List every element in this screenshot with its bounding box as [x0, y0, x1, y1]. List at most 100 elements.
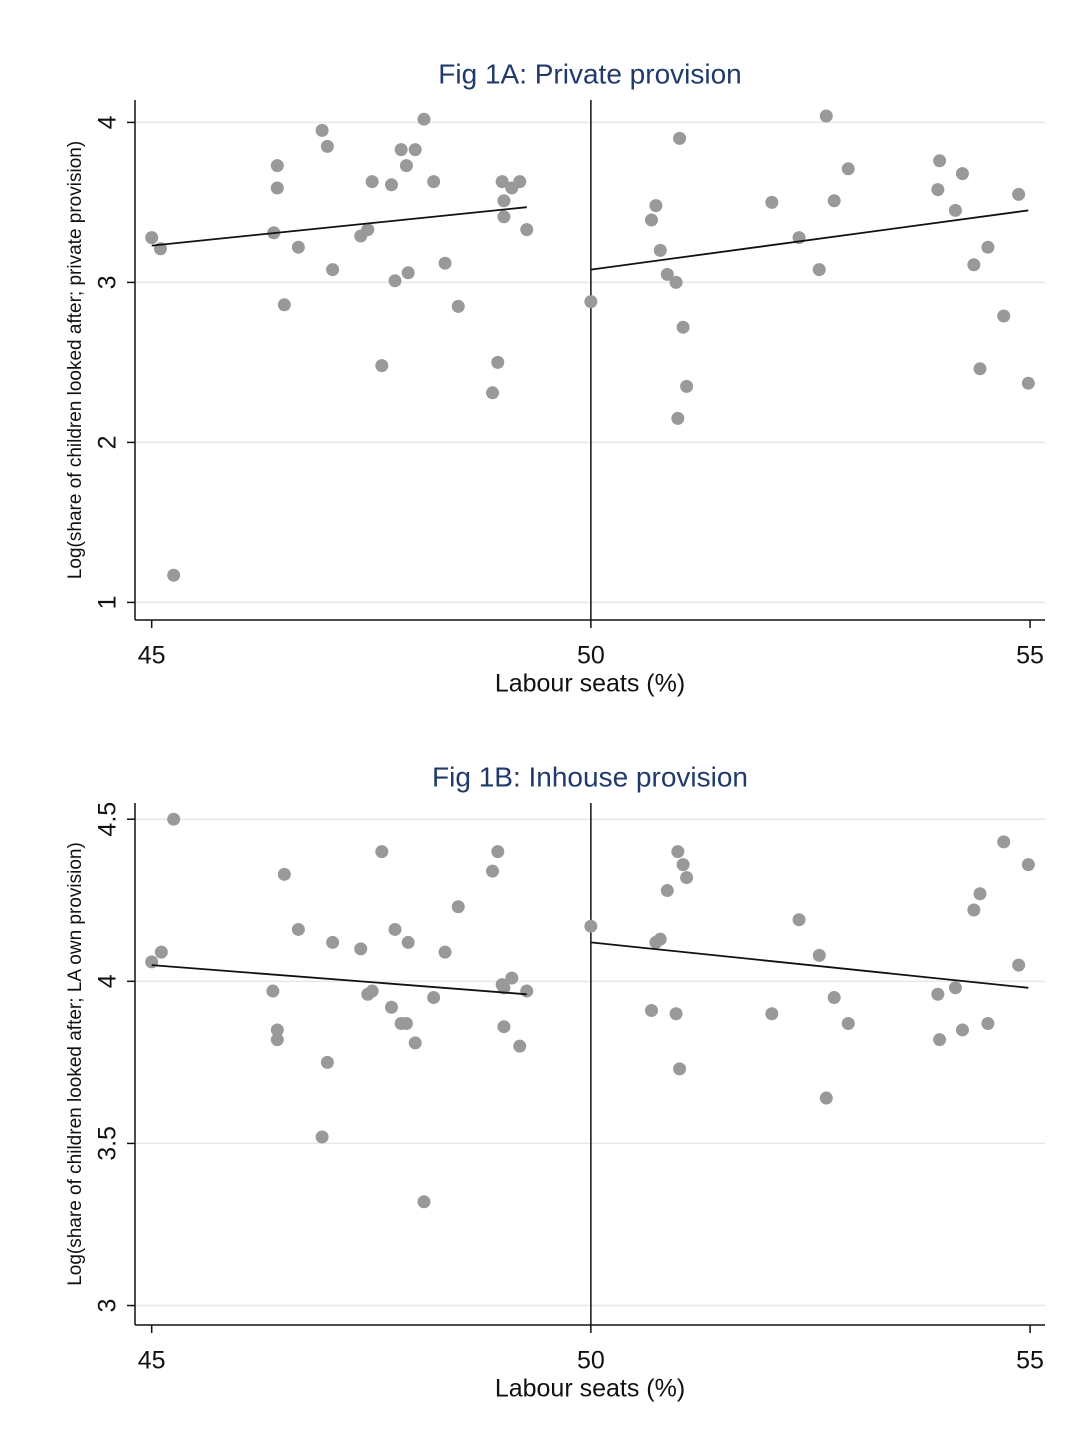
y-axis-label: Log(share of children looked after; priv… — [65, 141, 86, 579]
point — [513, 175, 527, 189]
x-tick-label: 50 — [577, 642, 605, 670]
x-axis-label: Labour seats (%) — [495, 670, 685, 698]
point — [973, 362, 987, 376]
point — [997, 309, 1011, 323]
point — [291, 922, 305, 936]
fit-line — [151, 206, 527, 247]
y-tick-label: 3 — [94, 275, 122, 289]
x-tick-label: 45 — [138, 1347, 166, 1375]
point — [388, 274, 402, 288]
point — [384, 1000, 398, 1014]
point — [520, 984, 534, 998]
y-tick-label: 4 — [94, 974, 122, 988]
y-tick-label: 4 — [94, 115, 122, 129]
point — [933, 1033, 947, 1047]
point — [375, 845, 389, 859]
point — [812, 948, 826, 962]
fit-line — [590, 941, 1029, 989]
point — [792, 913, 806, 927]
point — [997, 835, 1011, 849]
point — [497, 194, 511, 208]
point — [680, 871, 694, 885]
point — [819, 109, 833, 123]
point — [266, 984, 280, 998]
point — [365, 175, 379, 189]
point — [931, 987, 945, 1001]
point — [388, 922, 402, 936]
point — [375, 359, 389, 373]
point — [438, 256, 452, 270]
point — [819, 1091, 833, 1105]
point — [486, 386, 499, 400]
x-tick-label: 45 — [138, 642, 166, 670]
fit-line — [590, 209, 1029, 271]
fit-line — [151, 964, 527, 996]
point — [320, 1055, 334, 1069]
y-tick-label: 4.5 — [94, 802, 122, 837]
point — [520, 223, 534, 237]
point — [955, 1023, 969, 1037]
point — [497, 1020, 511, 1034]
point — [1021, 376, 1035, 390]
point — [451, 299, 465, 313]
x-tick-label: 55 — [1016, 642, 1044, 670]
point — [438, 945, 452, 959]
point — [955, 167, 969, 181]
point — [354, 942, 368, 956]
point — [365, 984, 379, 998]
point — [394, 143, 408, 157]
point — [486, 864, 499, 878]
point — [513, 1039, 527, 1053]
point — [384, 178, 398, 192]
point — [326, 935, 340, 949]
point — [765, 1007, 779, 1021]
point — [680, 379, 694, 393]
x-axis-label: Labour seats (%) — [495, 1375, 685, 1403]
x-tick-label: 55 — [1016, 1347, 1044, 1375]
point — [417, 1195, 431, 1209]
point — [967, 258, 981, 272]
point — [584, 295, 598, 309]
point — [427, 175, 441, 189]
point — [671, 845, 685, 859]
point — [584, 919, 598, 933]
point — [505, 971, 519, 985]
point — [948, 203, 962, 217]
x-tick-label: 50 — [577, 1347, 605, 1375]
y-tick-label: 2 — [94, 435, 122, 449]
y-tick-label: 3.5 — [94, 1126, 122, 1161]
chart-title: Fig 1A: Private provision — [438, 58, 741, 89]
point — [967, 903, 981, 917]
point — [973, 887, 987, 901]
point — [326, 263, 340, 277]
point — [270, 1033, 284, 1047]
point — [277, 298, 291, 312]
y-tick-label: 1 — [94, 595, 122, 609]
point — [765, 195, 779, 209]
point — [495, 175, 509, 189]
point — [660, 267, 674, 281]
point — [417, 112, 431, 126]
point — [291, 240, 305, 254]
point — [401, 266, 415, 280]
point — [933, 154, 947, 168]
point — [841, 1016, 855, 1030]
point — [673, 131, 687, 145]
point — [270, 1023, 284, 1037]
point — [827, 991, 841, 1005]
point — [427, 991, 441, 1005]
point — [167, 812, 181, 826]
point — [361, 223, 375, 237]
point — [981, 1016, 995, 1030]
point — [827, 194, 841, 208]
y-axis-label: Log(share of children looked after; LA o… — [65, 842, 86, 1286]
point — [1012, 187, 1026, 201]
point — [401, 935, 415, 949]
point — [1021, 858, 1035, 872]
point — [408, 143, 422, 157]
y-tick-label: 3 — [94, 1299, 122, 1313]
chart-title: Fig 1B: Inhouse provision — [432, 761, 748, 792]
point — [154, 945, 168, 959]
point — [931, 183, 945, 197]
